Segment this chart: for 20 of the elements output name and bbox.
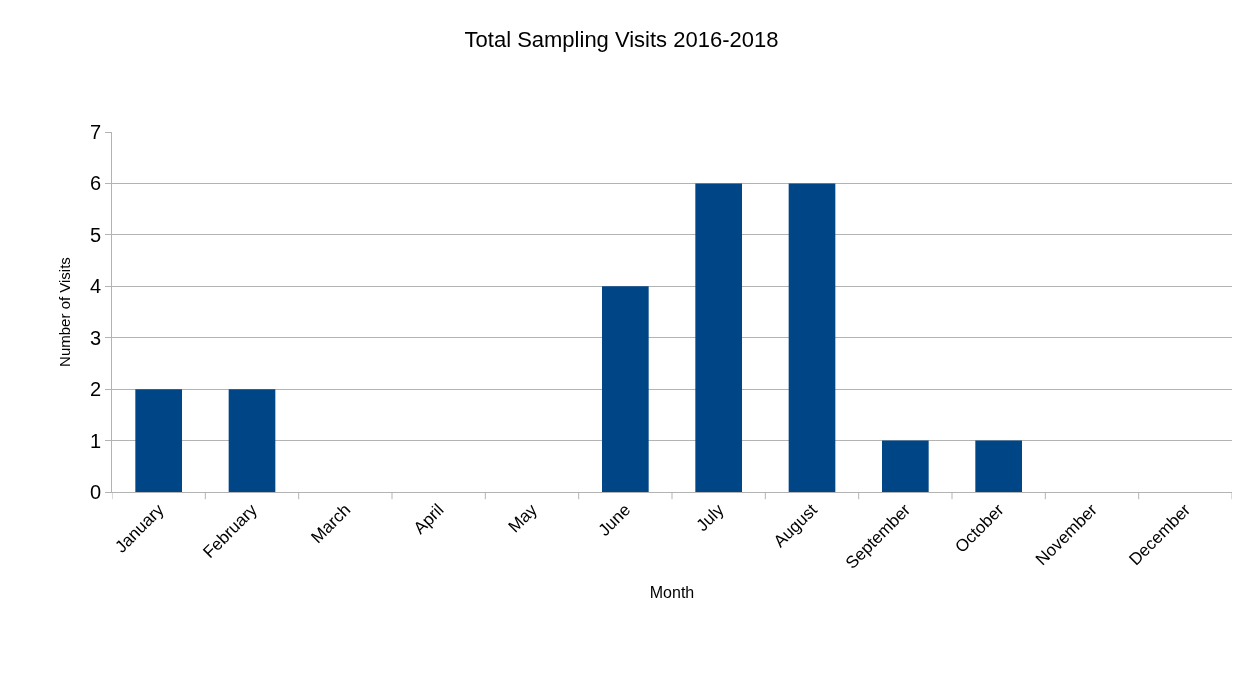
bar	[975, 440, 1022, 492]
y-tick-label: 3	[89, 326, 101, 349]
y-tick-label: 0	[89, 481, 101, 503]
y-tick-label: 5	[89, 223, 101, 246]
bar	[882, 440, 929, 492]
bar	[695, 183, 742, 492]
chart-title: Total Sampling Visits 2016-2018	[464, 26, 779, 52]
bar	[135, 389, 182, 492]
y-tick-label: 6	[89, 172, 101, 195]
x-axis-title: Month	[649, 584, 695, 602]
y-tick-label: 7	[89, 121, 101, 143]
x-tick-label: July	[692, 499, 728, 536]
bar	[788, 183, 836, 492]
bar	[228, 389, 276, 492]
x-tick-label: May	[504, 499, 542, 537]
y-tick-label: 1	[89, 429, 101, 452]
bar	[602, 286, 649, 492]
y-tick-label: 4	[89, 275, 101, 298]
y-axis-title: Number of Visits	[56, 257, 74, 367]
y-tick-label: 2	[89, 378, 101, 401]
